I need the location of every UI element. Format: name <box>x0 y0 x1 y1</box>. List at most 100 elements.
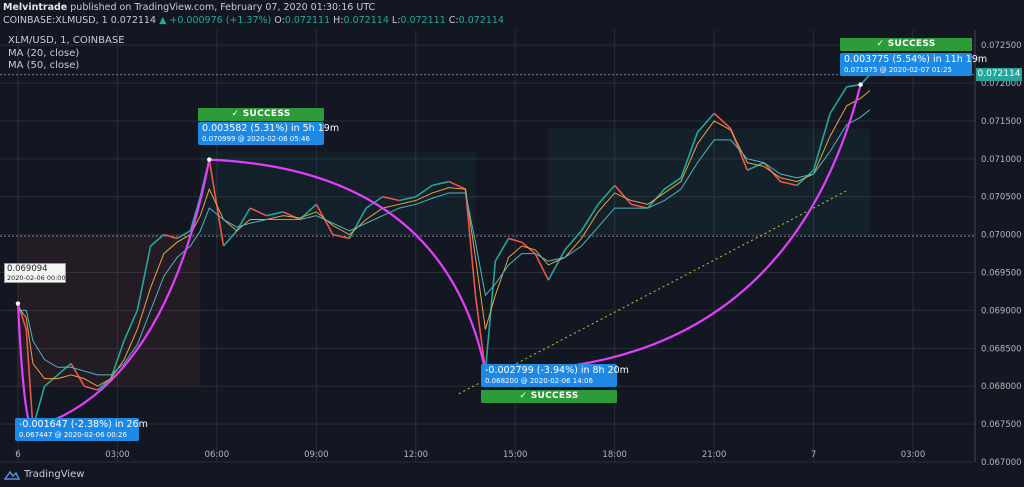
y-tick-label: 0.067500 <box>981 420 1022 430</box>
y-tick-label: 0.068000 <box>981 382 1022 392</box>
legend-ma20[interactable]: MA (20, close) <box>8 47 80 59</box>
curve-endpoint-marker <box>858 82 863 87</box>
price-segment <box>176 230 191 240</box>
measure-box-3[interactable]: -0.002799 (-3.94%) in 8h 20m 0.068200 @ … <box>481 364 629 387</box>
ohlc-line: COINBASE:XLMUSD, 1 0.072114 ▲ +0.000976 … <box>3 15 504 26</box>
measure-4-text: 0.003775 (5.54%) in 11h 19m <box>844 54 988 65</box>
start-price-value: 0.069094 <box>7 264 48 274</box>
start-price-date: 2020-02-06 00:00 <box>7 274 66 282</box>
price-segment <box>484 261 497 372</box>
projection-curve <box>209 158 487 372</box>
y-tick-label: 0.072500 <box>981 41 1022 51</box>
low-value: 0.072111 <box>400 15 446 26</box>
tradingview-logo-icon <box>4 470 20 480</box>
y-tick-label: 0.070500 <box>981 193 1022 203</box>
price-segment <box>222 230 238 247</box>
price-segment <box>663 177 682 190</box>
price-segment <box>57 362 72 376</box>
x-tick-label: 12:00 <box>404 450 429 460</box>
price-segment <box>189 196 202 232</box>
measure-box-4[interactable]: 0.003775 (5.54%) in 11h 19m 0.071975 @ 2… <box>840 53 988 76</box>
footer-brand-label: TradingView <box>24 469 85 480</box>
price-segment <box>696 112 715 133</box>
projection-curve <box>32 159 211 429</box>
price-segment <box>860 74 871 86</box>
price-segment <box>580 203 599 232</box>
low-label: L: <box>391 15 401 26</box>
success-badge-4: ✓ SUCCESS <box>840 38 972 51</box>
x-tick-label: 6 <box>15 450 20 460</box>
close-value: 0.072114 <box>458 15 504 26</box>
close-label: C: <box>448 15 459 26</box>
price-segment <box>208 159 225 247</box>
y-tick-label: 0.072000 <box>981 79 1022 89</box>
ma20-line <box>17 90 871 387</box>
success-badge-2: ✓ SUCCESS <box>198 108 324 121</box>
price-segment <box>97 378 112 391</box>
y-tick-label: 0.071000 <box>981 155 1022 165</box>
x-tick-label: 03:00 <box>901 450 926 460</box>
chart-legend: XLM/USD, 1, COINBASE MA (20, close) MA (… <box>8 35 125 73</box>
published-text: published on TradingView.com, February 0… <box>70 2 376 13</box>
publish-line: Melvintrade published on TradingView.com… <box>3 2 375 13</box>
price-segment <box>474 295 487 372</box>
start-price-label: 0.069094 2020-02-06 00:00 <box>4 263 66 283</box>
price-segment <box>150 234 165 247</box>
measure-1-detail: 0.067447 @ 2020-02-06 00:26 <box>19 431 127 439</box>
price-segment <box>812 113 831 171</box>
price-segment <box>494 238 510 262</box>
price-segment <box>415 184 433 198</box>
measure-1-text: -0.001647 (-2.38%) in 26m <box>19 419 148 430</box>
price-segment <box>448 180 466 190</box>
price-segment <box>508 237 523 243</box>
price-segment <box>680 132 699 179</box>
price-segment <box>266 211 284 217</box>
price-segment <box>829 86 848 114</box>
high-label: H: <box>333 15 344 26</box>
x-tick-label: 03:00 <box>105 450 130 460</box>
price-segment <box>382 195 400 202</box>
symbol-label: COINBASE:XLMUSD, 1 <box>3 15 108 26</box>
price-segment <box>564 230 583 251</box>
measure-box-1[interactable]: -0.001647 (-2.38%) in 26m 0.067447 @ 202… <box>15 418 148 441</box>
author-name[interactable]: Melvintrade <box>3 2 68 13</box>
measure-3-text: -0.002799 (-3.94%) in 8h 20m <box>485 365 629 376</box>
measure-2-detail: 0.070999 @ 2020-02-06 05:46 <box>202 135 310 143</box>
success-badge-3: ✓ SUCCESS <box>481 390 617 403</box>
x-tick-label: 18:00 <box>602 450 627 460</box>
ma50-line <box>18 109 871 376</box>
x-tick-label: 06:00 <box>205 450 230 460</box>
x-tick-label: 15:00 <box>503 450 528 460</box>
x-tick-label: 09:00 <box>304 450 329 460</box>
price-segment <box>249 207 267 217</box>
x-tick-label: 21:00 <box>702 450 727 460</box>
price-segment <box>713 112 732 130</box>
price-segment <box>534 253 550 281</box>
price-segment <box>84 385 98 391</box>
loss-zone <box>18 234 201 387</box>
price-segment <box>348 207 367 239</box>
high-value: 0.072114 <box>343 15 389 26</box>
last-price: 0.072114 <box>110 15 157 26</box>
legend-ma50[interactable]: MA (50, close) <box>8 60 80 71</box>
footer-brand[interactable]: TradingView <box>4 469 84 480</box>
price-segment <box>123 310 139 342</box>
price-segment <box>846 83 861 88</box>
legend-title: XLM/USD, 1, COINBASE <box>8 35 125 46</box>
y-tick-label: 0.071500 <box>981 117 1022 127</box>
price-segment <box>597 184 616 205</box>
y-tick-label: 0.069000 <box>981 306 1022 316</box>
y-tick-label: 0.069500 <box>981 269 1022 279</box>
price-segment <box>236 207 251 232</box>
measure-box-2[interactable]: 0.003582 (5.31%) in 5h 19m 0.070999 @ 20… <box>198 122 340 145</box>
open-value: 0.072111 <box>284 15 331 26</box>
y-tick-label: 0.067000 <box>981 458 1022 468</box>
y-tick-label: 0.070000 <box>981 231 1022 241</box>
price-segment <box>464 189 477 296</box>
measure-2-text: 0.003582 (5.31%) in 5h 19m <box>202 123 340 134</box>
gain-zone <box>200 151 476 235</box>
open-label: O: <box>274 15 285 26</box>
x-tick-label: 7 <box>811 450 816 460</box>
price-segment <box>399 195 416 202</box>
price-segment <box>547 249 566 281</box>
